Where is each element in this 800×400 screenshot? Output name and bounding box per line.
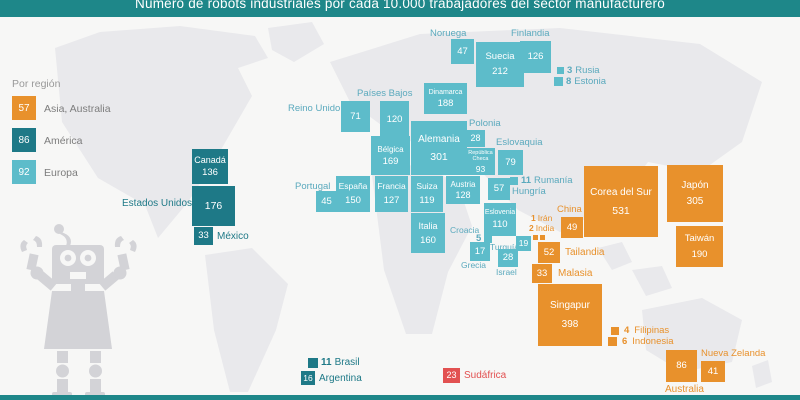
country-label-turquia: Turquía: [490, 242, 519, 252]
chart-title: Número de robots industriales por cada 1…: [135, 0, 665, 11]
legend-heading: Por región: [12, 78, 61, 90]
country-row-rumania: 11 Rumanía: [510, 176, 573, 186]
country-box-australia: 86: [666, 350, 697, 382]
legend-swatch-europa: 92: [12, 160, 36, 184]
country-box-italia: Italia 160: [411, 213, 445, 253]
country-row-brasil: 11 Brasil: [308, 358, 360, 368]
country-label-mexico: México: [217, 231, 249, 242]
country-label-australia: Australia: [665, 384, 704, 395]
indonesia-marker-icon: [608, 337, 617, 347]
country-label-sudafrica: Sudáfrica: [464, 370, 507, 381]
country-box-alemania: Alemania 301: [411, 121, 467, 175]
country-box-taiwan: Taiwán 190: [676, 226, 723, 267]
country-box-turquia: 19: [516, 236, 531, 251]
country-row-filipinas: 4 Filipinas: [611, 326, 669, 336]
country-label-estados-unidos: Estados Unidos: [122, 198, 193, 209]
country-box-hungria: 57: [488, 178, 510, 200]
legend-swatch-asia-australia: 57: [12, 96, 36, 120]
country-label-polonia: Polonia: [469, 118, 501, 129]
country-box-corea-del-sur: Corea del Sur 531: [584, 166, 658, 237]
bottom-bar: [0, 395, 800, 400]
country-box-suecia: Suecia 212: [476, 42, 524, 87]
country-box-eslovaquia: 79: [498, 150, 523, 175]
country-box-polonia: 28: [466, 130, 485, 147]
country-label-paises-bajos: Países Bajos: [357, 88, 413, 99]
croacia-marker-icon: [484, 234, 493, 243]
country-box-japon: Japón 305: [667, 165, 723, 222]
country-box-portugal: 45: [316, 191, 337, 212]
country-label-eslovaquia: Eslovaquia: [496, 137, 543, 148]
iran-marker-icon: [533, 235, 538, 240]
country-box-nueva-zelanda: 41: [701, 361, 725, 382]
country-label-nueva-zelanda: Nueva Zelanda: [701, 348, 766, 359]
country-box-singapur: Singapur 398: [538, 284, 602, 346]
country-box-grecia: 17: [470, 242, 490, 261]
brasil-marker-icon: [308, 358, 318, 368]
country-box-dinamarca: Dinamarca 188: [424, 83, 467, 114]
country-label-tailandia: Tailandia: [565, 247, 605, 258]
country-label-china: China: [557, 204, 582, 215]
country-box-estados-unidos: 176: [192, 186, 235, 226]
country-label-malasia: Malasia: [558, 268, 593, 279]
country-box-reino-unido: 71: [341, 101, 370, 132]
country-label-portugal: Portugal: [295, 181, 331, 192]
country-box-eslovenia: Eslovenia 110: [484, 203, 516, 236]
country-box-argentina: 16: [301, 371, 315, 385]
country-label-croacia: Croacia: [450, 225, 480, 235]
country-row-estonia: 8 Estonia: [554, 77, 606, 87]
country-label-reino-unido: Reino Unido: [288, 103, 341, 114]
country-row-croacia: 5: [476, 234, 493, 244]
country-box-canada: Canadá 136: [192, 149, 228, 184]
country-box-sudafrica: 23: [443, 368, 460, 383]
country-row-iran: 1 Irán: [531, 213, 553, 223]
legend-swatch-america: 86: [12, 128, 36, 152]
legend-label-america: América: [44, 135, 83, 147]
country-row-indonesia: 6 Indonesia: [608, 337, 674, 347]
rusia-marker-icon: [557, 67, 564, 75]
country-label-israel: Israel: [496, 267, 517, 277]
country-label-grecia: Grecia: [461, 260, 487, 270]
country-row-india: 2 India: [529, 223, 555, 233]
country-box-finlandia: 126: [520, 41, 551, 73]
filipinas-marker-icon: [611, 326, 619, 335]
country-box-suiza: Suiza 119: [411, 176, 443, 212]
country-label-noruega: Noruega: [430, 28, 467, 39]
country-box-republica-checa: República Checa 93: [466, 148, 495, 175]
country-box-belgica: Bélgica 169: [371, 136, 410, 175]
estonia-marker-icon: [554, 77, 563, 87]
country-box-israel: 28: [498, 249, 518, 267]
country-box-tailandia: 52: [538, 242, 560, 263]
india-marker-icon: [540, 235, 545, 240]
country-row-rusia: 3 Rusia: [557, 66, 600, 76]
legend-label-europa: Europa: [44, 167, 78, 179]
country-box-francia: Francia 127: [375, 176, 408, 212]
country-box-espana: España 150: [336, 176, 370, 212]
country-label-hungria: Hungría: [512, 186, 546, 197]
country-box-austria: Austria 128: [446, 176, 480, 204]
country-box-china: 49: [561, 217, 583, 238]
legend-label-asia-australia: Asia, Australia: [44, 103, 111, 115]
country-label-finlandia: Finlandia: [511, 28, 550, 39]
country-box-mexico: 33: [194, 227, 213, 245]
country-box-paises-bajos: 120: [380, 101, 409, 138]
country-box-noruega: 47: [451, 39, 474, 64]
country-label-argentina: Argentina: [319, 373, 362, 384]
rumania-marker-icon: [510, 176, 518, 185]
title-bar: Número de robots industriales por cada 1…: [0, 0, 800, 17]
country-box-malasia: 33: [532, 264, 552, 283]
